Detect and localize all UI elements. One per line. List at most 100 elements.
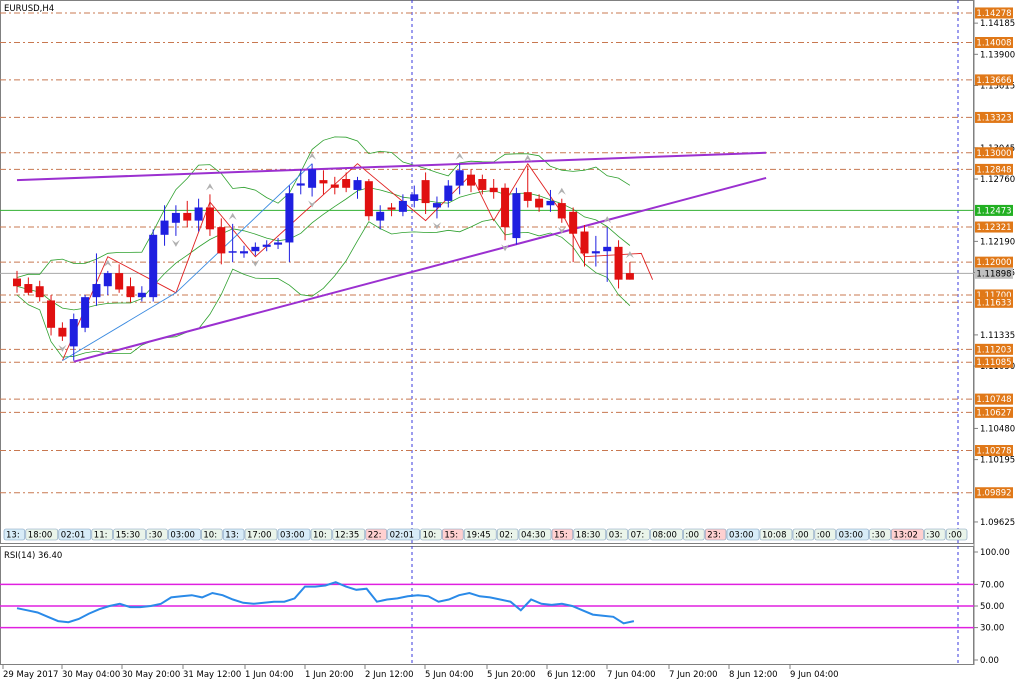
price-level-tag xyxy=(975,147,1013,159)
session-tag xyxy=(332,528,366,541)
session-tag xyxy=(573,528,607,541)
price-tick-label: 1.12190 xyxy=(980,237,1015,247)
candle-body xyxy=(421,180,430,204)
candle-body xyxy=(296,183,305,186)
rsi-label: RSI(14) 36.40 xyxy=(4,551,62,561)
session-tag-label: 02: xyxy=(499,531,513,541)
price-tick-label: 1.13615 xyxy=(980,81,1015,91)
price-level-tag xyxy=(975,289,1013,301)
price-level-tag xyxy=(975,356,1013,368)
candle-body xyxy=(387,207,396,210)
candle-body xyxy=(251,246,260,252)
time-tick-label: 30 May 20:00 xyxy=(122,670,180,680)
price-level-tag xyxy=(975,256,1013,268)
session-tag xyxy=(628,528,650,541)
rsi-tick-label: 0.00 xyxy=(980,656,999,666)
session-tag-label: 15:30 xyxy=(116,531,141,541)
fractal-up-arrow xyxy=(205,183,214,191)
time-tick-label: 8 Jun 12:00 xyxy=(729,670,778,680)
trendline xyxy=(16,151,767,182)
session-tag xyxy=(3,528,26,541)
price-level-value: 1.14008 xyxy=(976,39,1011,49)
session-tag xyxy=(310,528,333,541)
price-level-value: 1.12321 xyxy=(976,223,1011,233)
fractal-up-arrow xyxy=(103,259,112,267)
candle-body xyxy=(308,169,317,188)
candle-body xyxy=(398,200,407,212)
candle-body xyxy=(58,327,67,337)
candle-body xyxy=(81,297,90,328)
candles xyxy=(13,163,634,361)
price-level-value: 1.12000 xyxy=(976,258,1011,268)
candle-body xyxy=(285,193,294,243)
ma-upper-band xyxy=(16,136,631,278)
session-tag-label: 03:00 xyxy=(280,531,305,541)
session-tag-label: 10: xyxy=(313,531,327,541)
session-tag xyxy=(551,528,574,541)
session-tag-label: 03:00 xyxy=(839,531,864,541)
candle-body xyxy=(376,211,385,221)
session-tag xyxy=(365,528,387,541)
session-tag xyxy=(945,528,968,541)
session-tag xyxy=(244,528,278,541)
candle-body xyxy=(455,170,464,186)
session-tag xyxy=(836,528,869,541)
candle-body xyxy=(603,246,612,252)
price-level-value: 1.11203 xyxy=(976,345,1011,355)
time-axis[interactable]: 29 May 2017 30 May 04:00 30 May 20:00 31 Ma… xyxy=(2,665,839,680)
price-level-value: 1.12848 xyxy=(976,165,1011,175)
fractal-up-arrow xyxy=(308,152,317,160)
candle-body xyxy=(467,174,475,186)
fractal-down-arrow xyxy=(557,226,566,234)
session-tag-label: :00 xyxy=(948,531,962,541)
candle-body xyxy=(489,187,498,193)
price-level-tags: 1.14278 1.14008 1.13666 1.13323 1.13000 1.128… xyxy=(975,7,1013,499)
price-level-value: 1.11898 xyxy=(976,269,1011,279)
session-tag-label: 03:00 xyxy=(170,531,195,541)
candle-body xyxy=(35,286,44,298)
zigzag-secondary-line xyxy=(62,163,313,361)
price-level-tag xyxy=(975,7,1013,19)
fractal-arrows xyxy=(58,152,634,352)
rsi-tick-label: 30.00 xyxy=(980,624,1004,634)
time-tick-label: 30 May 04:00 xyxy=(62,670,120,680)
candle-body xyxy=(205,207,214,230)
candle-body xyxy=(432,203,441,208)
session-tag-label: 15: xyxy=(444,531,458,541)
candle-body xyxy=(353,180,362,190)
session-tag xyxy=(496,528,519,541)
session-tag xyxy=(387,528,420,541)
fractal-up-arrow xyxy=(557,187,566,195)
session-tag xyxy=(91,528,113,541)
price-level-value: 1.10278 xyxy=(976,447,1011,457)
session-tag-label: 02:01 xyxy=(390,531,415,541)
candle-body xyxy=(501,187,510,228)
candle-body xyxy=(410,194,419,201)
trendlines[interactable] xyxy=(16,151,767,363)
price-level-tag xyxy=(975,487,1013,499)
price-level-tag xyxy=(975,221,1013,233)
session-tag xyxy=(869,528,891,541)
session-tag xyxy=(442,528,464,541)
candle-body xyxy=(535,198,544,208)
candle-body xyxy=(274,242,283,245)
session-tag xyxy=(683,528,705,541)
candle-body xyxy=(160,220,169,235)
session-tag-label: :00 xyxy=(795,531,809,541)
session-tag xyxy=(420,528,442,541)
session-tag-label: 13: xyxy=(225,531,239,541)
candle-body xyxy=(512,193,521,239)
time-tick-label: 5 Jun 04:00 xyxy=(425,670,474,680)
candle-body xyxy=(364,181,373,217)
session-tag-label: :30 xyxy=(872,531,886,541)
session-tag-label: 12:35 xyxy=(335,531,360,541)
session-tag-label: 13:02 xyxy=(893,531,918,541)
symbol-label: EURUSD,H4 xyxy=(4,4,54,14)
session-tag-label: 03: xyxy=(609,531,623,541)
main-chart-panel[interactable] xyxy=(0,0,974,544)
time-tick-label: 6 Jun 12:00 xyxy=(547,670,596,680)
candle-body xyxy=(126,286,135,298)
session-tag-label: :00 xyxy=(685,531,699,541)
session-tag xyxy=(168,528,201,541)
